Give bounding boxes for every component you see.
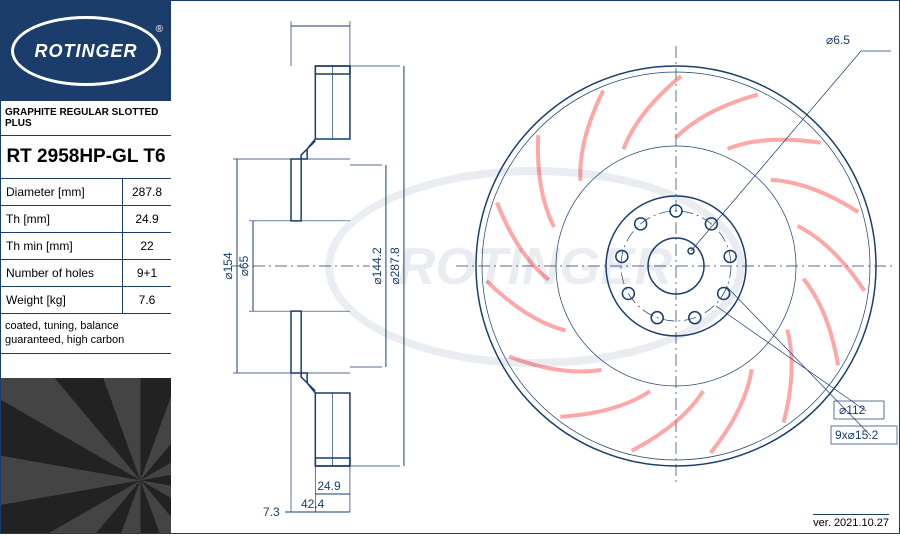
spec-label: Number of holes — [1, 260, 123, 286]
spec-row: Th [mm]24.9 — [1, 206, 171, 233]
series-name: GRAPHITE REGULAR SLOTTED PLUS — [1, 101, 171, 136]
svg-text:⌀154: ⌀154 — [221, 252, 235, 280]
spec-value: 9+1 — [123, 260, 171, 286]
spec-label: Th min [mm] — [1, 233, 123, 259]
spec-value: 7.6 — [123, 287, 171, 313]
spec-label: Diameter [mm] — [1, 179, 123, 205]
spec-label: Weight [kg] — [1, 287, 123, 313]
spec-label: Th [mm] — [1, 206, 123, 232]
logo-panel: ROTINGER ® — [1, 1, 171, 101]
product-photo — [1, 378, 171, 533]
spec-value: 287.8 — [123, 179, 171, 205]
spec-value: 24.9 — [123, 206, 171, 232]
drawing-area: ROTINGER ⌀6.5⌀1129x⌀15.2⌀154⌀65⌀144.2⌀28… — [171, 1, 899, 533]
spec-row: Th min [mm]22 — [1, 233, 171, 260]
features-text: coated, tuning, balance guaranteed, high… — [1, 314, 171, 354]
svg-text:⌀112: ⌀112 — [839, 403, 866, 417]
svg-text:9x⌀15.2: 9x⌀15.2 — [835, 428, 879, 442]
svg-text:24.9: 24.9 — [317, 479, 341, 493]
logo-regmark: ® — [156, 24, 163, 35]
logo-text: ROTINGER — [34, 41, 137, 62]
technical-drawing-svg: ⌀6.5 ⌀112 9x⌀15.2 ⌀154⌀65 ⌀144.2 ⌀287.8 24.9 42… — [171, 1, 900, 535]
part-number: RT 2958HP-GL T6 — [1, 136, 171, 179]
logo-ellipse: ROTINGER ® — [11, 16, 161, 86]
svg-text:42.4: 42.4 — [301, 497, 325, 511]
svg-text:7.3: 7.3 — [263, 505, 280, 519]
spec-row: Weight [kg]7.6 — [1, 287, 171, 314]
spec-value: 22 — [123, 233, 171, 259]
spec-row: Number of holes9+1 — [1, 260, 171, 287]
svg-text:⌀287.8: ⌀287.8 — [388, 247, 402, 285]
svg-text:⌀65: ⌀65 — [237, 255, 251, 276]
version-label: ver. 2021.10.27 — [813, 514, 889, 529]
svg-text:⌀6.5: ⌀6.5 — [826, 33, 850, 47]
svg-text:⌀144.2: ⌀144.2 — [370, 247, 384, 285]
spec-panel: GRAPHITE REGULAR SLOTTED PLUS RT 2958HP-… — [1, 101, 171, 354]
spec-row: Diameter [mm]287.8 — [1, 179, 171, 206]
